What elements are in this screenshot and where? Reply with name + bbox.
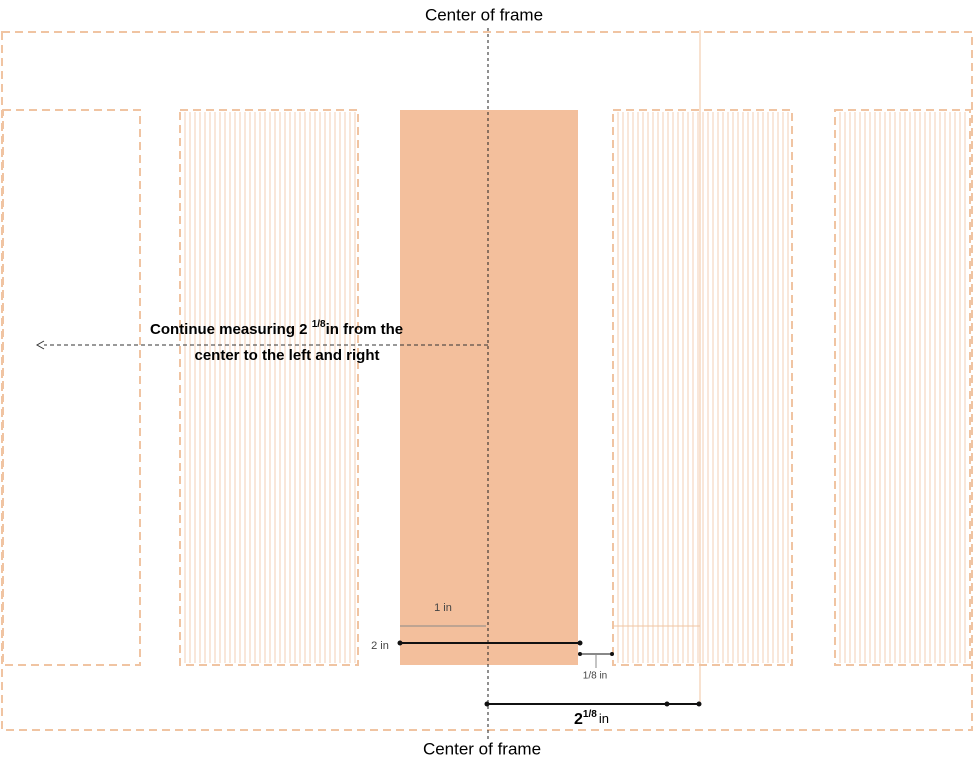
dim-dot [578,652,582,656]
dim-dot [610,652,614,656]
dim-dot [577,640,583,646]
bottom-label: Center of frame [423,739,541,758]
fraction: 1/8 [312,319,326,330]
text: in [599,711,609,726]
total-label: 21/8 in [574,709,609,729]
top-label: Center of frame [425,5,543,24]
frame-outline [1,31,973,731]
fraction: 1/8 [583,709,597,720]
dim-dot [484,701,490,707]
text: 2 [574,711,583,728]
panel-striped [612,109,793,666]
arrow-head [35,340,45,350]
dim-dot [664,701,670,707]
instruction-line1: Continue measuring 2 1/8in from the [150,319,403,338]
dim-label: 2 in [371,640,389,652]
dim-label: 1 in [434,602,452,614]
text: in from the [326,321,404,338]
panel-striped [179,109,359,666]
panel-empty [2,109,141,666]
text: Continue measuring 2 [150,321,312,338]
dim-dot [696,701,702,707]
center-board [400,110,578,665]
striped-panels [179,109,971,666]
dim-dot [397,640,403,646]
panel-striped [834,109,971,666]
instruction-line2: center to the left and right [194,347,379,364]
dim-label: 1/8 in [583,671,607,682]
